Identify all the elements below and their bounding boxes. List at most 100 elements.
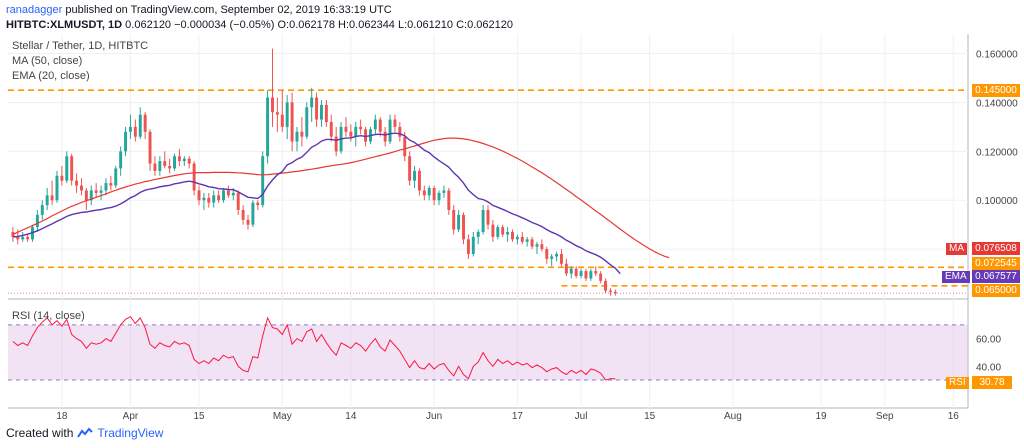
rsi-tick-label: 60.00 bbox=[976, 335, 1001, 346]
candle-body bbox=[266, 97, 270, 157]
candle-body bbox=[310, 97, 314, 108]
candle-body bbox=[364, 129, 368, 142]
rsi-tick-label: 40.00 bbox=[976, 362, 1001, 373]
candle-body bbox=[315, 97, 319, 120]
candle-body bbox=[388, 119, 392, 142]
candle-body bbox=[520, 236, 524, 242]
candle-body bbox=[256, 202, 260, 206]
candle-body bbox=[305, 107, 309, 137]
candle-body bbox=[417, 170, 421, 191]
candle-body bbox=[128, 126, 132, 132]
candle-body bbox=[476, 232, 480, 237]
candle-body bbox=[202, 197, 206, 201]
candle-body bbox=[60, 175, 64, 181]
y-tick-label: 0.140000 bbox=[976, 98, 1018, 109]
tradingview-brand[interactable]: TradingView bbox=[97, 426, 164, 440]
rsi-legend[interactable]: RSI (14, close) bbox=[12, 310, 85, 322]
candle-body bbox=[569, 268, 573, 274]
x-tick-label: May bbox=[273, 411, 292, 422]
candle-body bbox=[40, 205, 44, 215]
author-link[interactable]: ranadagger bbox=[6, 4, 63, 16]
candle-body bbox=[143, 114, 147, 132]
x-tick-label: 14 bbox=[345, 411, 357, 422]
x-tick-label: 17 bbox=[512, 411, 524, 422]
candle-body bbox=[114, 168, 118, 186]
footer: Created with TradingView bbox=[6, 426, 163, 440]
candle-body bbox=[535, 244, 539, 247]
candle-body bbox=[207, 197, 211, 203]
publish-line: ranadagger published on TradingView.com,… bbox=[6, 4, 392, 16]
candle-body bbox=[545, 249, 549, 259]
candle-body bbox=[320, 104, 323, 120]
candle-body bbox=[16, 236, 20, 240]
candle-body bbox=[373, 119, 377, 130]
ema20-line bbox=[12, 132, 621, 275]
candle-body bbox=[452, 210, 456, 230]
x-tick-label: 16 bbox=[948, 411, 960, 422]
x-tick-label: 15 bbox=[644, 411, 656, 422]
candle-body bbox=[271, 97, 274, 113]
candle-body bbox=[378, 119, 382, 132]
chart-title: Stellar / Tether, 1D, HITBTC bbox=[12, 40, 149, 52]
y-tick-label: 0.120000 bbox=[976, 147, 1018, 158]
indicator-lines bbox=[12, 132, 670, 381]
candle-body bbox=[187, 158, 191, 164]
candle-body bbox=[613, 291, 617, 294]
candle-body bbox=[599, 273, 603, 281]
candle-body bbox=[393, 119, 397, 127]
candle-body bbox=[501, 227, 505, 235]
candle-body bbox=[236, 192, 240, 210]
y-tick-label: 0.160000 bbox=[976, 50, 1018, 61]
candle-body bbox=[84, 190, 88, 201]
candle-body bbox=[119, 151, 123, 169]
ma-value-tag: 0.076508 bbox=[972, 242, 1020, 255]
last-price: 0.062120 bbox=[125, 19, 172, 31]
candle-body bbox=[349, 131, 353, 137]
candle-body bbox=[124, 131, 128, 152]
axis-layer: 0.1600000.1400000.1200000.1000000.080000… bbox=[56, 50, 1018, 422]
candle-body bbox=[530, 239, 534, 247]
candle-body bbox=[182, 158, 186, 162]
candles bbox=[11, 48, 617, 296]
candle-body bbox=[608, 290, 612, 292]
published-text: published on TradingView.com, September … bbox=[65, 4, 392, 16]
candle-body bbox=[398, 126, 402, 137]
candle-body bbox=[212, 195, 216, 203]
price-change: −0.000034 (−0.05%) bbox=[174, 19, 275, 31]
candle-body bbox=[280, 114, 284, 127]
candle-body bbox=[192, 163, 196, 191]
candle-body bbox=[329, 122, 333, 137]
candle-body bbox=[80, 185, 83, 191]
candle-body bbox=[295, 131, 299, 142]
candle-body bbox=[427, 188, 431, 196]
candle-body bbox=[422, 190, 426, 196]
y-tick-label: 0.100000 bbox=[976, 196, 1018, 207]
candle-body bbox=[222, 190, 225, 201]
candle-body bbox=[486, 210, 490, 225]
candle-body bbox=[26, 236, 30, 240]
candle-body bbox=[413, 170, 416, 181]
candle-body bbox=[89, 190, 93, 201]
candle-body bbox=[197, 190, 201, 201]
candle-body bbox=[231, 192, 235, 196]
ma-legend[interactable]: MA (50, close) bbox=[12, 55, 83, 67]
candle-body bbox=[437, 192, 441, 201]
candle-body bbox=[168, 166, 172, 169]
candle-body bbox=[55, 175, 59, 201]
candle-body bbox=[550, 256, 554, 259]
ma-tag: MA bbox=[946, 243, 967, 255]
x-tick-label: Aug bbox=[724, 411, 742, 422]
candle-body bbox=[359, 126, 363, 130]
x-tick-label: Jul bbox=[575, 411, 588, 422]
candle-body bbox=[251, 202, 255, 225]
x-tick-label: Sep bbox=[876, 411, 894, 422]
candle-body bbox=[70, 156, 74, 181]
candle-body bbox=[408, 156, 412, 181]
candle-body bbox=[344, 126, 348, 132]
candle-body bbox=[153, 163, 157, 171]
ema-legend[interactable]: EMA (20, close) bbox=[12, 70, 90, 82]
x-tick-label: 18 bbox=[56, 411, 68, 422]
candle-body bbox=[300, 131, 304, 137]
candle-body bbox=[491, 224, 495, 237]
